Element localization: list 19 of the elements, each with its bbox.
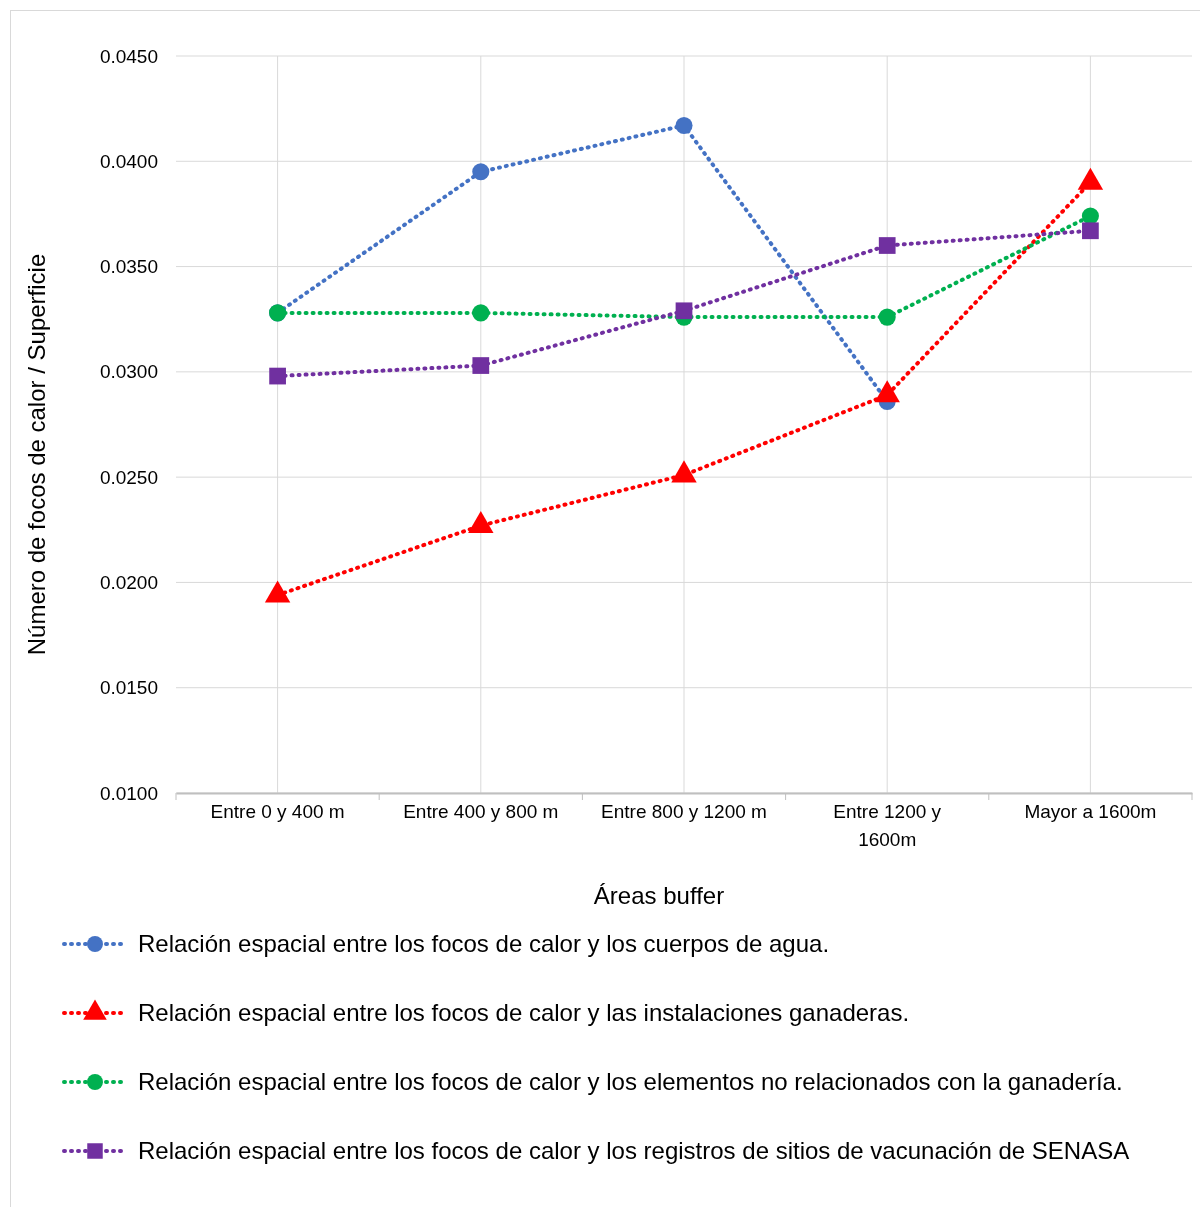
x-tick-label: Entre 800 y 1200 m bbox=[601, 801, 767, 823]
y-tick-label: 0.0200 bbox=[99, 572, 158, 594]
x-tick-label: Mayor a 1600m bbox=[1024, 801, 1157, 823]
legend-label: Relación espacial entre los focos de calor y las instalaciones ganaderas. bbox=[138, 999, 910, 1026]
x-axis-title: Áreas buffer bbox=[593, 882, 725, 909]
legend-label: Relación espacial entre los focos de calor y los elementos no relacionados con la ganadería. bbox=[138, 1068, 1123, 1095]
y-axis-title: Número de focos de calor / Superficie bbox=[23, 253, 50, 656]
y-tick-label: 0.0150 bbox=[99, 677, 158, 699]
y-tick-label: 0.0100 bbox=[99, 782, 158, 804]
y-tick-label: 0.0450 bbox=[99, 45, 158, 67]
x-tick-label: Entre 400 y 800 m bbox=[403, 801, 559, 823]
legend-label: Relación espacial entre los focos de calor y los registros de sitios de vacunación de SENASA bbox=[138, 1137, 1130, 1164]
x-tick-label: Entre 0 y 400 m bbox=[210, 801, 345, 823]
y-tick-label: 0.0350 bbox=[99, 256, 158, 278]
y-tick-label: 0.0400 bbox=[99, 150, 158, 172]
x-tick-label: Entre 1200 y 1600m bbox=[833, 801, 942, 851]
legend-label: Relación espacial entre los focos de calor y los cuerpos de agua. bbox=[138, 930, 830, 957]
y-tick-label: 0.0300 bbox=[99, 361, 158, 383]
y-tick-label: 0.0250 bbox=[99, 466, 158, 488]
